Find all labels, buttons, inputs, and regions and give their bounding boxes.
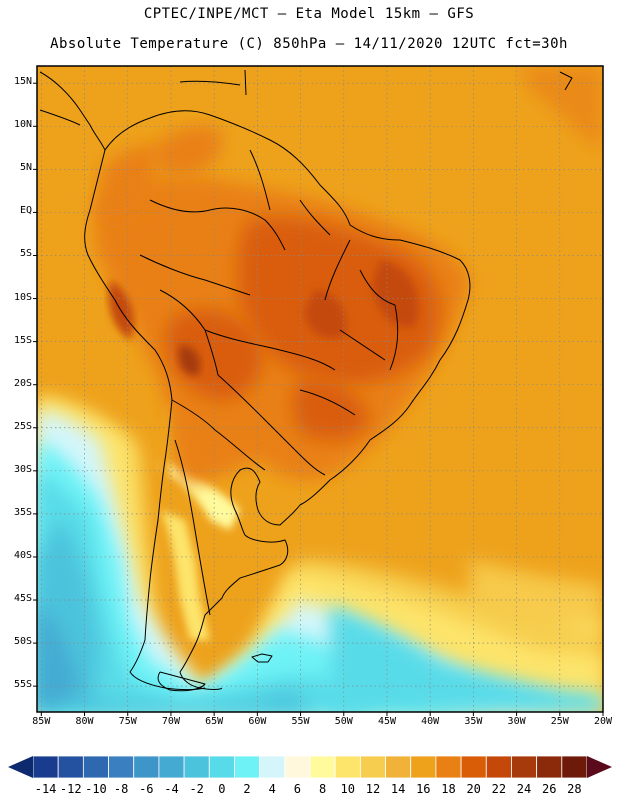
- colorbar-cell: [385, 755, 412, 779]
- colorbar-cell: [57, 755, 84, 779]
- colorbar-cell: [208, 755, 235, 779]
- lon-tick-label: 70W: [161, 716, 180, 727]
- colorbar-tick-label: 20: [466, 782, 481, 796]
- map-frame: [36, 65, 604, 713]
- colorbar-cell: [435, 755, 462, 779]
- lon-tick-label: 25W: [550, 716, 569, 727]
- colorbar-tick-label: 18: [441, 782, 456, 796]
- lon-tick-label: 30W: [507, 716, 526, 727]
- lat-tick-label: 15N: [13, 76, 32, 88]
- lat-tick-label: EQ: [19, 205, 32, 217]
- colorbar-tick-label: -2: [189, 782, 204, 796]
- colorbar-tick-label: -10: [85, 782, 107, 796]
- lat-tick-label: 45S: [13, 593, 32, 605]
- colorbar-tick-label: 22: [491, 782, 507, 796]
- lon-tick-label: 20W: [593, 716, 613, 727]
- lat-tick-label: 15S: [13, 334, 32, 346]
- colorbar-cell: [82, 755, 109, 779]
- colorbar-tick-label: -8: [113, 782, 129, 796]
- colorbar-tick-label: 6: [293, 782, 302, 796]
- lat-tick-label: 30S: [13, 463, 32, 475]
- colorbar-tick-label: -14: [34, 782, 57, 796]
- lat-tick-label: 5S: [19, 248, 32, 260]
- colorbar-cell: [511, 755, 538, 779]
- coastlines-and-borders: [39, 69, 573, 692]
- colorbar-tick-label: 4: [268, 782, 276, 796]
- colorbar-tick-label: -12: [59, 782, 82, 796]
- lat-tick-label: 35S: [13, 506, 32, 518]
- colorbar-cell: [485, 755, 512, 779]
- colorbar-tick-label: 26: [541, 782, 557, 796]
- colorbar-min-arrow: [8, 756, 33, 778]
- lon-tick-label: 60W: [248, 716, 267, 727]
- colorbar-tick-label: 8: [318, 782, 327, 796]
- colorbar-cell: [359, 755, 386, 779]
- colorbar-cell: [561, 755, 588, 779]
- lon-tick-label: 45W: [377, 716, 396, 727]
- colorbar-tick-label: 10: [340, 782, 355, 796]
- colorbar-tick-label: 2: [243, 782, 251, 796]
- colorbar-cell: [259, 755, 286, 779]
- colorbar-tick-label: 0: [218, 782, 226, 796]
- lon-tick-label: 40W: [421, 716, 440, 727]
- colorbar-tick-label: 28: [567, 782, 582, 796]
- colorbar-cell: [133, 755, 160, 779]
- lon-tick-label: 35W: [464, 716, 483, 727]
- colorbar-cell: [32, 755, 59, 779]
- colorbar-cell: [158, 755, 185, 779]
- lon-tick-label: 50W: [334, 716, 353, 727]
- colorbar-tick-label: -4: [164, 782, 179, 796]
- colorbar-max-arrow: [587, 756, 612, 778]
- colorbar-tick-label: 16: [416, 782, 431, 796]
- colorbar-cell: [309, 755, 336, 779]
- colorbar: [8, 755, 612, 779]
- colorbar-cell: [234, 755, 261, 779]
- colorbar-cell: [460, 755, 487, 779]
- lat-tick-label: 40S: [13, 549, 32, 561]
- lon-tick-label: 65W: [205, 716, 224, 727]
- lat-tick-label: 10N: [13, 119, 32, 131]
- chart-title-line1: CPTEC/INPE/MCT – Eta Model 15km – GFS: [143, 6, 475, 22]
- lat-tick-label: 20S: [13, 377, 32, 389]
- lat-tick-label: 55S: [13, 679, 32, 691]
- lon-tick-label: 55W: [291, 716, 310, 727]
- colorbar-tick-label: 24: [516, 782, 532, 796]
- chart-title-line2: Absolute Temperature (C) 850hPa – 14/11/…: [50, 36, 568, 52]
- colorbar-cell: [284, 755, 311, 779]
- lat-tick-label: 50S: [13, 636, 32, 648]
- lon-tick-label: 75W: [118, 716, 137, 727]
- colorbar-tick-label: -6: [139, 782, 154, 796]
- lat-tick-label: 5N: [19, 162, 32, 174]
- colorbar-tick-label: 12: [365, 782, 381, 796]
- colorbar-cell: [536, 755, 563, 779]
- temperature-field: [37, 66, 603, 712]
- colorbar-cell: [334, 755, 361, 779]
- colorbar-cell: [108, 755, 135, 779]
- lat-tick-label: 10S: [13, 291, 32, 303]
- colorbar-cell: [183, 755, 210, 779]
- colorbar-cell: [410, 755, 437, 779]
- lon-tick-label: 85W: [32, 716, 51, 727]
- colorbar-tick-label: 14: [390, 782, 406, 796]
- lon-tick-label: 80W: [75, 716, 94, 727]
- lat-tick-label: 25S: [13, 420, 32, 432]
